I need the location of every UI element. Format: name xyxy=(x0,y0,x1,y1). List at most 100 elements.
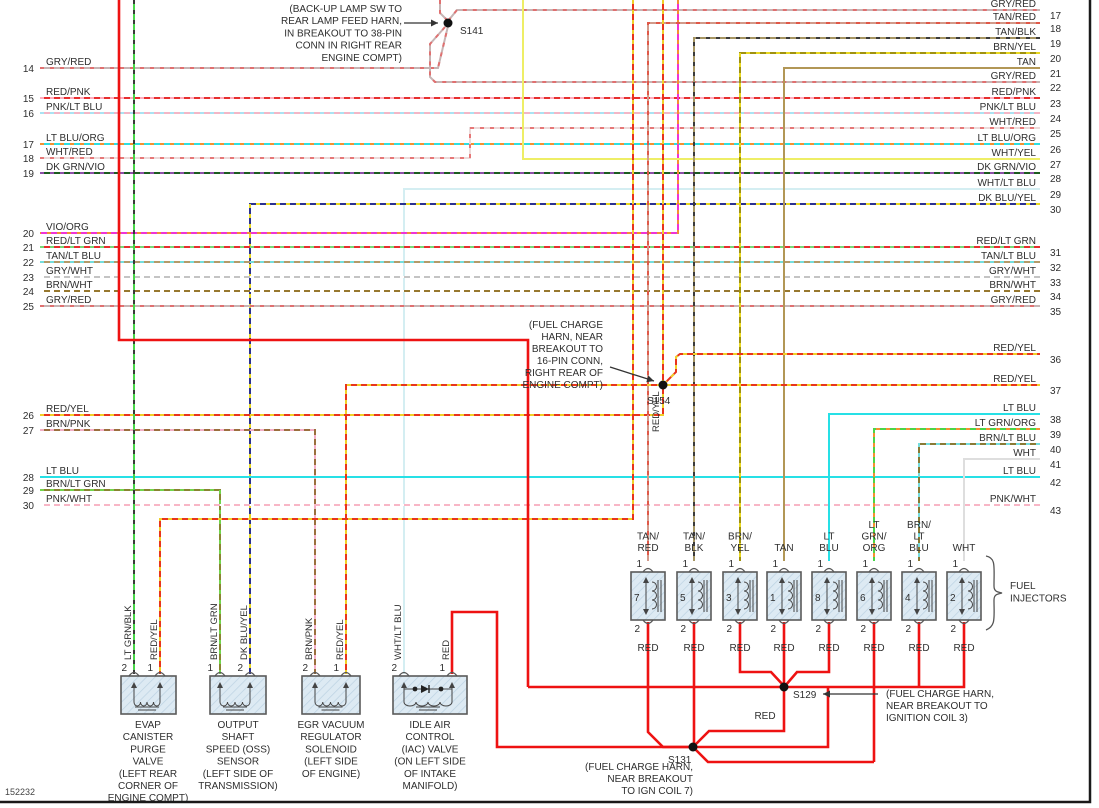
arrowhead xyxy=(247,682,253,688)
right-pin-number-35: 35 xyxy=(1050,307,1062,318)
right-pin-number-26: 26 xyxy=(1050,145,1062,156)
splice-dot-S141 xyxy=(443,18,453,28)
right-pin-number-42: 42 xyxy=(1050,478,1062,489)
note-s141-line: IN BREAKOUT TO 38-PIN xyxy=(284,28,402,39)
pin-bracket xyxy=(446,671,458,677)
right-pin-number-43: 43 xyxy=(1050,506,1062,517)
left-pin-label-24: BRN/WHT xyxy=(46,280,93,291)
left-pin-number-19: 19 xyxy=(23,169,35,180)
right-pin-label-27: WHT/YEL xyxy=(992,148,1037,159)
wire-iac1-red xyxy=(450,610,693,749)
arrowhead xyxy=(131,682,137,688)
injector-number-8: 8 xyxy=(815,593,821,604)
injector-number-3: 3 xyxy=(726,593,732,604)
vertical-wire-label: LT GRN/BLK xyxy=(123,605,134,660)
arrowhead xyxy=(401,682,407,688)
injector-red-label: RED xyxy=(637,643,658,654)
injector-wire-label: GRN/ xyxy=(862,532,887,543)
component-box-idle-air-control-valve xyxy=(392,675,468,715)
right-pin-label-42: LT BLU xyxy=(1003,466,1036,477)
component-box-output-shaft-speed-sensor xyxy=(209,675,267,715)
pin-bracket xyxy=(244,671,256,677)
right-pin-number-27: 27 xyxy=(1050,160,1062,171)
injector-wire-label: ORG xyxy=(863,543,886,554)
arrowhead xyxy=(824,577,830,583)
wire-36-red-yel-stripe xyxy=(663,353,1040,385)
wire-s131-lower-red xyxy=(693,747,874,764)
injector-pin2-label: 2 xyxy=(905,624,911,635)
pin-bracket xyxy=(868,619,880,625)
wire-s131-right-red xyxy=(693,688,830,749)
vertical-wire-label: RED/YEL xyxy=(149,619,160,660)
injector-wire-label: TAN/ xyxy=(637,532,659,543)
note-s141-line: CONN IN RIGHT REAR xyxy=(296,41,403,52)
left-pin-label-22: TAN/LT BLU xyxy=(46,251,101,262)
wire-17r-gry-red xyxy=(447,9,1040,22)
right-pin-label-32: TAN/LT BLU xyxy=(981,251,1036,262)
pin-bracket xyxy=(214,671,226,677)
injectors-group-label: FUEL xyxy=(1010,581,1036,592)
left-pin-number-24: 24 xyxy=(23,287,35,298)
splice-dot-S131 xyxy=(688,742,698,752)
injector-pin1-label: 1 xyxy=(728,559,734,570)
coil-icon xyxy=(697,581,703,610)
left-pin-label-28: LT BLU xyxy=(46,466,79,477)
caption-evap-canister-purge-valve: EVAP xyxy=(135,720,161,731)
arrowhead xyxy=(343,682,349,688)
left-pin-label-19: DK GRN/VIO xyxy=(46,162,105,173)
right-pin-number-34: 34 xyxy=(1050,292,1062,303)
right-pin-number-18: 18 xyxy=(1050,24,1062,35)
coil-icon xyxy=(651,581,657,610)
arrowhead xyxy=(157,682,163,688)
injector-wire-label: WHT xyxy=(953,543,976,554)
right-pin-label-34: BRN/WHT xyxy=(989,280,1036,291)
left-pin-number-18: 18 xyxy=(23,154,35,165)
wire-22r-gry-red xyxy=(429,26,1040,83)
wire-inj1-tan xyxy=(783,67,1040,561)
coil-icon xyxy=(133,696,161,707)
injector-pin1-label: 1 xyxy=(817,559,823,570)
splice-label-S154: S154 xyxy=(647,396,671,407)
pin-number-output-shaft-speed-sensor-1: 1 xyxy=(207,663,213,674)
vertical-wire-label: BRN/LT GRN xyxy=(209,603,220,660)
injector-wire-label: TAN xyxy=(774,543,793,554)
caption-idle-air-control-valve: OF INTAKE xyxy=(404,769,456,780)
caption-output-shaft-speed-sensor: SPEED (OSS) xyxy=(206,744,270,755)
left-pin-number-17: 17 xyxy=(23,140,35,151)
left-pin-label-29: BRN/LT GRN xyxy=(46,479,106,490)
coil-icon xyxy=(922,581,928,610)
injector-wire-label: YEL xyxy=(731,543,750,554)
right-pin-label-30: DK BLU/YEL xyxy=(978,193,1036,204)
wire-inj8-lt-blu xyxy=(828,413,1040,561)
injector-wire-label: LT xyxy=(824,532,835,543)
injector-wire-label: BLU xyxy=(909,543,928,554)
right-pin-number-25: 25 xyxy=(1050,129,1062,140)
caption-egr-vacuum-regulator-solenoid: OF ENGINE) xyxy=(302,769,360,780)
pin-number-egr-vacuum-regulator-solenoid-1: 1 xyxy=(333,663,339,674)
caption-evap-canister-purge-valve: CORNER OF xyxy=(118,781,178,792)
vertical-wire-label: BRN/PNK xyxy=(304,617,315,660)
coil-icon xyxy=(787,581,793,610)
injector-box-3 xyxy=(722,571,758,621)
caption-output-shaft-speed-sensor: SENSOR xyxy=(217,757,259,768)
caption-egr-vacuum-regulator-solenoid: EGR VACUUM xyxy=(297,720,364,731)
left-pin-label-17: LT BLU/ORG xyxy=(46,133,105,144)
wire-feed-red xyxy=(117,0,530,687)
pin-bracket xyxy=(868,567,880,573)
wire-inj8-red xyxy=(784,622,831,687)
pin-bracket xyxy=(778,619,790,625)
arrowhead xyxy=(217,682,223,688)
right-pin-number-23: 23 xyxy=(1050,99,1062,110)
injector-wire-label: BRN/ xyxy=(907,520,931,531)
right-pin-number-24: 24 xyxy=(1050,114,1062,125)
injector-wire-label: BLK xyxy=(685,543,704,554)
caption-output-shaft-speed-sensor: (LEFT SIDE OF xyxy=(203,769,273,780)
arrowhead xyxy=(959,577,965,583)
arrowhead xyxy=(643,609,649,615)
wire-inj2-wht xyxy=(963,458,1040,561)
arrowhead xyxy=(312,682,318,688)
coil-icon xyxy=(877,581,883,610)
arrowhead xyxy=(643,577,649,583)
left-pin-label-20: VIO/ORG xyxy=(46,222,89,233)
